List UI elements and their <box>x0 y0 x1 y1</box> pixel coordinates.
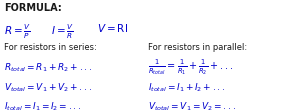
Text: $\mathit{I}_{\mathit{total}} = \mathit{I}_1 = \mathit{I}_2 = ...$: $\mathit{I}_{\mathit{total}} = \mathit{I… <box>4 101 82 112</box>
Text: For resistors in series:: For resistors in series: <box>4 43 97 52</box>
Text: $\mathit{V}_{\mathit{total}} = \mathit{V}_1 = \mathit{V}_2 = ...$: $\mathit{V}_{\mathit{total}} = \mathit{V… <box>148 101 236 112</box>
Text: FORMULA:: FORMULA: <box>4 3 62 13</box>
Text: $\mathit{V} = \mathrm{RI}$: $\mathit{V} = \mathrm{RI}$ <box>97 22 128 34</box>
Text: $\frac{1}{\mathit{R}_{\mathit{total}}} = \frac{1}{\mathit{R}_1} + \frac{1}{\math: $\frac{1}{\mathit{R}_{\mathit{total}}} =… <box>148 57 233 77</box>
Text: For resistors in parallel:: For resistors in parallel: <box>148 43 247 52</box>
Text: $\mathit{R} = \frac{\mathit{V}}{\mathit{P}}$: $\mathit{R} = \frac{\mathit{V}}{\mathit{… <box>4 22 32 41</box>
Text: $\mathit{R}_{\mathit{total}} = \mathit{R}_1 + \mathit{R}_2 + ...$: $\mathit{R}_{\mathit{total}} = \mathit{R… <box>4 61 93 74</box>
Text: $\mathit{V}_{\mathit{total}} = \mathit{V}_1 + \mathit{V}_2 + ...$: $\mathit{V}_{\mathit{total}} = \mathit{V… <box>4 81 92 94</box>
Text: $\mathit{I} = \frac{\mathit{V}}{\mathit{R}}$: $\mathit{I} = \frac{\mathit{V}}{\mathit{… <box>51 22 74 41</box>
Text: $\mathit{I}_{\mathit{total}} = \mathit{I}_1 + \mathit{I}_2 + ...$: $\mathit{I}_{\mathit{total}} = \mathit{I… <box>148 81 225 94</box>
